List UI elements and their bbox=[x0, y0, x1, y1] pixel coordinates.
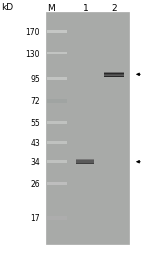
Bar bbox=[76, 162, 94, 163]
Text: 1: 1 bbox=[83, 4, 89, 13]
Text: 43: 43 bbox=[30, 139, 40, 148]
Bar bbox=[47, 100, 67, 104]
Bar bbox=[76, 160, 94, 164]
Bar bbox=[76, 160, 94, 161]
Text: 170: 170 bbox=[26, 28, 40, 37]
Bar bbox=[76, 160, 94, 161]
Text: kD: kD bbox=[1, 3, 14, 11]
Bar bbox=[104, 76, 124, 77]
Text: 72: 72 bbox=[30, 97, 40, 106]
Text: M: M bbox=[48, 4, 55, 13]
Bar bbox=[47, 182, 67, 185]
Text: 17: 17 bbox=[30, 214, 40, 223]
Text: 34: 34 bbox=[30, 157, 40, 167]
Text: 2: 2 bbox=[112, 4, 117, 13]
Text: 26: 26 bbox=[30, 179, 40, 188]
Bar bbox=[47, 142, 67, 145]
Text: 95: 95 bbox=[30, 75, 40, 84]
Bar bbox=[47, 122, 67, 124]
Text: 130: 130 bbox=[26, 49, 40, 58]
Bar bbox=[46, 13, 129, 244]
Bar bbox=[47, 161, 67, 163]
Text: 55: 55 bbox=[30, 119, 40, 128]
Bar bbox=[47, 31, 67, 34]
Bar bbox=[104, 73, 124, 77]
Bar bbox=[104, 75, 124, 76]
Bar bbox=[47, 216, 67, 220]
Bar bbox=[76, 163, 94, 164]
Bar bbox=[104, 73, 124, 74]
Bar bbox=[47, 53, 67, 55]
Bar bbox=[47, 78, 67, 81]
